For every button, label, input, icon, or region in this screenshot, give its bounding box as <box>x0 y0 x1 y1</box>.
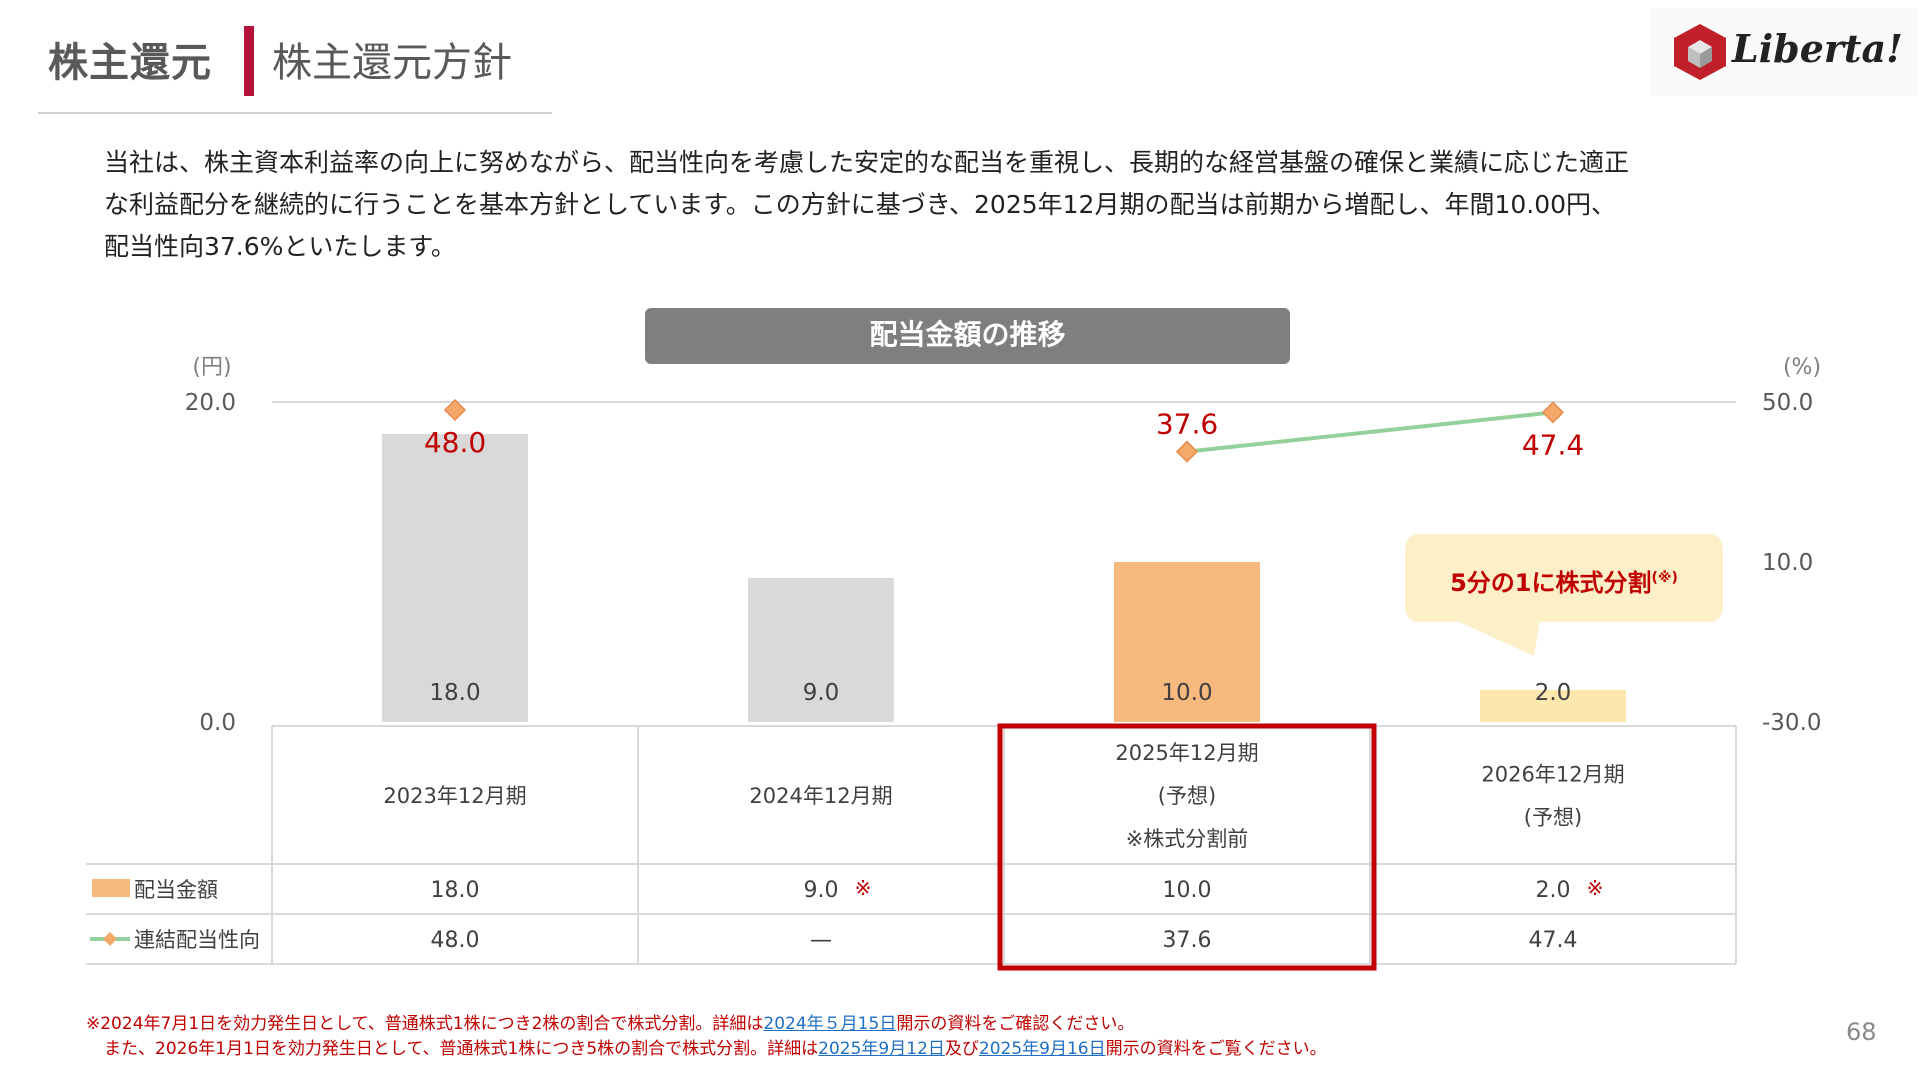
callout-text: 5分の1に株式分割 <box>1450 569 1652 597</box>
dividend-bar <box>382 434 528 722</box>
bar-value-label: 10.0 <box>1161 680 1212 706</box>
bar-value-label: 9.0 <box>803 680 840 706</box>
footnote-text: ※2024年7月1日を効力発生日として、普通株式1株につき2株の割合で株式分割。… <box>86 1014 764 1034</box>
payout-ratio-marker <box>1175 440 1199 463</box>
table-cell: 9.0 <box>804 878 839 903</box>
category-label: (予想) <box>1158 784 1216 808</box>
footnote-text: 及び <box>944 1039 979 1059</box>
logo-cube-icon <box>1674 24 1726 80</box>
table-cell: 47.4 <box>1529 928 1578 953</box>
legend-marker-swatch <box>103 932 117 946</box>
category-label: ※株式分割前 <box>1126 827 1249 851</box>
company-logo <box>1650 8 1918 96</box>
table-cell: 18.0 <box>431 878 480 903</box>
policy-text-line: 配当性向37.6%といたします。 <box>104 232 456 261</box>
payout-ratio-line <box>1186 410 1554 454</box>
y-left-tick: 0.0 <box>199 710 236 736</box>
chart-title: 配当金額の推移 <box>645 308 1290 364</box>
table-cell: — <box>810 928 832 953</box>
section-title: 株主還元 <box>48 40 212 86</box>
table-cell-note-mark: ※ <box>855 876 872 900</box>
category-label: 2026年12月期 <box>1481 763 1624 787</box>
y-left-tick: 20.0 <box>185 390 236 416</box>
footnote-line-2: また、2026年1月1日を効力発生日として、普通株式1株につき5株の割合で株式分… <box>104 1034 1327 1059</box>
bar-value-label: 18.0 <box>429 680 480 706</box>
policy-text-line: 当社は、株主資本利益率の向上に努めながら、配当性向を考慮した安定的な配当を重視し… <box>104 148 1630 177</box>
y-left-unit: (円) <box>192 355 231 380</box>
y-right-tick: -30.0 <box>1762 710 1822 736</box>
payout-ratio-marker <box>1541 401 1565 424</box>
dividend-bar <box>1114 562 1260 722</box>
highlight-box <box>997 723 1377 971</box>
logo-wordmark: Liberta! <box>1732 26 1903 71</box>
title-divider <box>244 26 254 96</box>
legend-bar-swatch <box>92 879 130 897</box>
category-label: (予想) <box>1524 806 1582 830</box>
page-number: 68 <box>1846 1018 1877 1046</box>
category-label: 2025年12月期 <box>1115 741 1258 765</box>
dividend-chart: (円) (%) 20.0 0.0 50.0 10.0 -30.0 18.0 9.0 10.0 2.0… <box>86 355 1822 971</box>
stock-split-callout: 5分の1に株式分割(※) <box>1405 534 1723 622</box>
title-underline <box>38 112 552 114</box>
y-right-tick: 50.0 <box>1762 390 1813 416</box>
bar-value-label: 2.0 <box>1535 680 1572 706</box>
payout-ratio-label: 47.4 <box>1522 428 1584 461</box>
disclosure-link-20240515[interactable]: 2024年５月15日 <box>763 1014 897 1034</box>
footnote-text: また、2026年1月1日を効力発生日として、普通株式1株につき5株の割合で株式分… <box>104 1039 819 1059</box>
callout-tail <box>1455 620 1540 656</box>
legend-payout-label: 連結配当性向 <box>134 928 260 952</box>
category-label: 2024年12月期 <box>749 784 892 808</box>
footnote-text: 開示の資料をご確認ください。 <box>896 1014 1135 1034</box>
callout-note-mark: (※) <box>1651 570 1678 586</box>
table-cell: 10.0 <box>1163 878 1212 903</box>
payout-ratio-label: 48.0 <box>424 426 486 459</box>
table-cell: 2.0 <box>1536 878 1571 903</box>
payout-ratio-marker <box>443 398 467 422</box>
disclosure-link-20250916[interactable]: 2025年9月16日 <box>978 1039 1106 1059</box>
table-cell-note-mark: ※ <box>1587 876 1604 900</box>
footnote-line-1: ※2024年7月1日を効力発生日として、普通株式1株につき2株の割合で株式分割。… <box>86 1009 1134 1034</box>
y-right-unit: (%) <box>1783 355 1821 380</box>
y-right-tick: 10.0 <box>1762 550 1813 576</box>
table-cell: 37.6 <box>1163 928 1212 953</box>
payout-ratio-label: 37.6 <box>1156 408 1218 441</box>
category-label: 2023年12月期 <box>383 784 526 808</box>
page-title: 株主還元方針 <box>272 40 512 86</box>
dividend-bar <box>1480 690 1626 722</box>
disclosure-link-20250912[interactable]: 2025年9月12日 <box>818 1039 945 1059</box>
dividend-bar <box>748 578 894 722</box>
policy-text-line: な利益配分を継続的に行うことを基本方針としています。この方針に基づき、2025年… <box>104 190 1617 219</box>
footnote-text: 開示の資料をご覧ください。 <box>1105 1039 1327 1059</box>
legend-dividend-label: 配当金額 <box>134 878 218 902</box>
policy-text: 当社は、株主資本利益率の向上に努めながら、配当性向を考慮した安定的な配当を重視し… <box>104 142 1824 268</box>
table-cell: 48.0 <box>431 928 480 953</box>
